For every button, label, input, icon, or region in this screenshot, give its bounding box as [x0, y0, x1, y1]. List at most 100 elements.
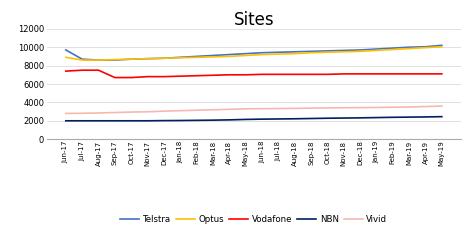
Vodafone	[439, 72, 445, 75]
Line: NBN: NBN	[66, 117, 442, 121]
NBN	[210, 119, 216, 122]
Telstra	[243, 52, 249, 55]
Optus	[79, 59, 85, 61]
Vivid	[390, 106, 396, 109]
Vodafone	[357, 72, 363, 75]
Telstra	[357, 48, 363, 51]
NBN	[390, 116, 396, 119]
Telstra	[227, 53, 232, 56]
NBN	[243, 118, 249, 121]
Line: Optus: Optus	[66, 47, 442, 60]
Telstra	[96, 59, 102, 61]
Telstra	[325, 49, 330, 52]
Vivid	[227, 108, 232, 111]
Optus	[357, 50, 363, 53]
NBN	[308, 117, 314, 120]
NBN	[325, 117, 330, 120]
Optus	[177, 56, 183, 59]
Optus	[210, 55, 216, 58]
Optus	[423, 46, 428, 49]
Optus	[194, 56, 199, 59]
Vodafone	[341, 72, 346, 75]
NBN	[357, 116, 363, 119]
Vivid	[292, 107, 298, 110]
NBN	[177, 119, 183, 122]
Vivid	[439, 105, 445, 108]
NBN	[161, 119, 167, 122]
Vodafone	[308, 73, 314, 76]
Optus	[259, 53, 265, 56]
Vodafone	[406, 72, 412, 75]
Telstra	[79, 58, 85, 61]
Vivid	[325, 107, 330, 109]
Vodafone	[63, 70, 69, 72]
Vodafone	[423, 72, 428, 75]
Telstra	[308, 50, 314, 53]
Vodafone	[112, 76, 118, 79]
Legend: Telstra, Optus, Vodafone, NBN, Vivid: Telstra, Optus, Vodafone, NBN, Vivid	[117, 212, 391, 228]
Vivid	[161, 110, 167, 113]
Vodafone	[374, 72, 379, 75]
Vivid	[357, 106, 363, 109]
Telstra	[63, 48, 69, 51]
Optus	[275, 53, 281, 55]
NBN	[374, 116, 379, 119]
Optus	[243, 54, 249, 57]
Telstra	[390, 47, 396, 50]
NBN	[292, 117, 298, 120]
Optus	[161, 57, 167, 60]
Title: Sites: Sites	[234, 11, 274, 29]
Vivid	[210, 108, 216, 111]
Line: Vivid: Vivid	[66, 106, 442, 114]
NBN	[227, 118, 232, 121]
Optus	[145, 57, 150, 60]
Vodafone	[390, 72, 396, 75]
Optus	[406, 47, 412, 50]
Vivid	[423, 105, 428, 108]
NBN	[439, 115, 445, 118]
Vodafone	[96, 69, 102, 72]
Telstra	[259, 51, 265, 54]
Telstra	[194, 55, 199, 58]
NBN	[423, 115, 428, 118]
Telstra	[423, 45, 428, 48]
Vodafone	[161, 75, 167, 78]
NBN	[112, 119, 118, 122]
Optus	[128, 58, 134, 61]
Vodafone	[145, 75, 150, 78]
Vodafone	[177, 75, 183, 78]
Line: Telstra: Telstra	[66, 45, 442, 60]
Vivid	[308, 107, 314, 109]
Vodafone	[128, 76, 134, 79]
NBN	[406, 116, 412, 119]
Telstra	[292, 50, 298, 53]
Optus	[292, 52, 298, 55]
Optus	[308, 51, 314, 54]
Vodafone	[292, 73, 298, 76]
Vivid	[341, 106, 346, 109]
Vivid	[374, 106, 379, 109]
NBN	[79, 119, 85, 122]
Vodafone	[243, 73, 249, 76]
Vivid	[177, 109, 183, 112]
NBN	[259, 118, 265, 120]
Vivid	[145, 110, 150, 113]
Vivid	[194, 109, 199, 112]
Telstra	[341, 49, 346, 52]
Optus	[112, 58, 118, 61]
Vivid	[259, 107, 265, 110]
Optus	[374, 49, 379, 52]
Optus	[63, 56, 69, 59]
NBN	[194, 119, 199, 122]
NBN	[145, 119, 150, 122]
Vivid	[63, 112, 69, 115]
Telstra	[406, 46, 412, 49]
Telstra	[128, 58, 134, 61]
Telstra	[439, 44, 445, 47]
Vodafone	[210, 74, 216, 77]
Telstra	[177, 56, 183, 59]
Line: Vodafone: Vodafone	[66, 70, 442, 78]
Telstra	[374, 48, 379, 50]
Vivid	[406, 106, 412, 108]
Telstra	[210, 54, 216, 57]
